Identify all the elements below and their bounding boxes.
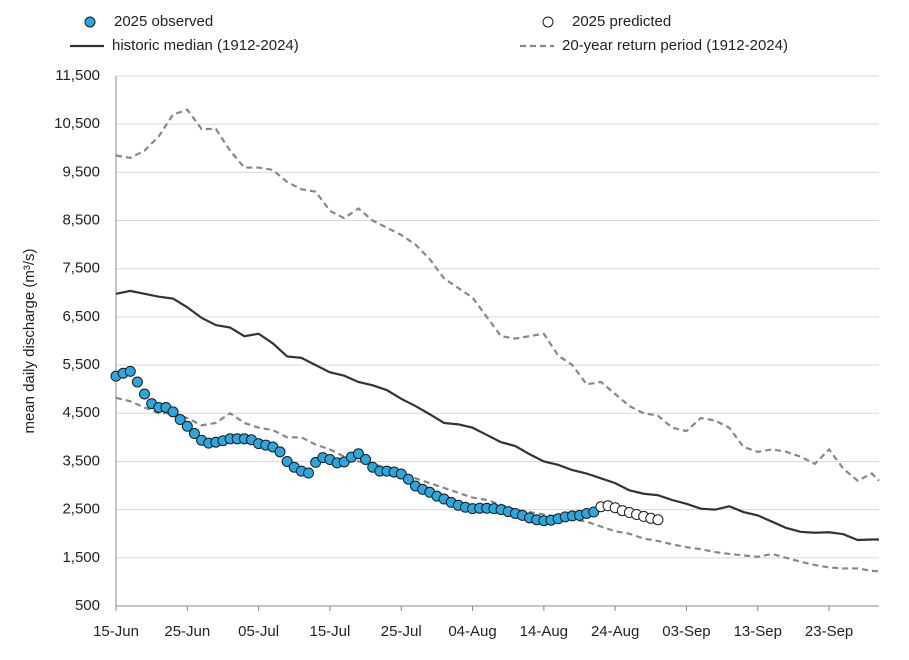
line bbox=[115, 289, 879, 542]
x-tick-label: 14-Aug bbox=[520, 623, 568, 640]
x-tick-label: 04-Aug bbox=[448, 623, 496, 640]
point bbox=[281, 455, 293, 467]
point bbox=[167, 406, 179, 418]
legend-label: 20-year return period (1912-2024) bbox=[562, 37, 788, 54]
x-tick-label: 15-Jun bbox=[93, 623, 139, 640]
point bbox=[174, 414, 186, 426]
y-axis-label: mean daily discharge (m³/s) bbox=[21, 248, 38, 433]
legend-marker bbox=[542, 16, 554, 28]
y-tick-label: 6,500 bbox=[62, 308, 100, 325]
point bbox=[181, 420, 193, 432]
point bbox=[402, 473, 414, 485]
y-tick-label: 11,500 bbox=[55, 67, 100, 84]
legend-label: 2025 predicted bbox=[572, 13, 671, 30]
x-tick-label: 13-Sep bbox=[734, 623, 782, 640]
point bbox=[131, 376, 143, 388]
line bbox=[115, 108, 880, 483]
x-tick-label: 03-Sep bbox=[662, 623, 710, 640]
x-tick-label: 25-Jul bbox=[381, 623, 422, 640]
point bbox=[303, 467, 315, 479]
point bbox=[188, 428, 200, 440]
legend-marker bbox=[84, 16, 96, 28]
point bbox=[124, 365, 136, 377]
y-tick-label: 4,500 bbox=[62, 404, 100, 421]
point bbox=[360, 454, 372, 466]
y-tick-label: 9,500 bbox=[62, 163, 100, 180]
point bbox=[139, 388, 151, 400]
legend-label: historic median (1912-2024) bbox=[112, 37, 299, 54]
point bbox=[652, 514, 664, 526]
y-tick-label: 3,500 bbox=[62, 452, 100, 469]
y-tick-label: 7,500 bbox=[62, 260, 100, 277]
x-tick-label: 23-Sep bbox=[805, 623, 853, 640]
y-tick-label: 5,500 bbox=[62, 356, 100, 373]
x-tick-label: 24-Aug bbox=[591, 623, 639, 640]
y-tick-label: 500 bbox=[75, 597, 100, 614]
x-tick-label: 05-Jul bbox=[238, 623, 279, 640]
x-tick-label: 25-Jun bbox=[164, 623, 210, 640]
y-tick-label: 8,500 bbox=[62, 212, 100, 229]
x-tick-label: 15-Jul bbox=[309, 623, 350, 640]
y-tick-label: 2,500 bbox=[62, 501, 100, 518]
point bbox=[274, 446, 286, 458]
line bbox=[115, 396, 880, 573]
y-tick-label: 1,500 bbox=[62, 549, 100, 566]
point bbox=[352, 448, 364, 460]
legend-label: 2025 observed bbox=[114, 13, 213, 30]
y-tick-label: 10,500 bbox=[54, 115, 100, 132]
